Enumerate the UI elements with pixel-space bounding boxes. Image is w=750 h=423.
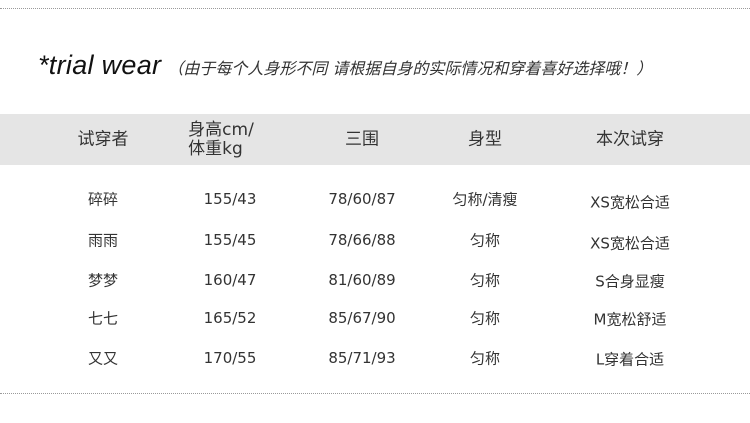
tester-name: 雨雨 [87,231,119,250]
body-type: 匀称 [469,231,501,250]
height-weight: 155/45 [203,231,257,249]
table-header [0,114,750,165]
size-tried: L穿着合适 [595,350,665,369]
size-tried: S合身显瘦 [595,272,665,291]
title-note: （由于每个人身形不同 请根据自身的实际情况和穿着喜好选择哦！） [167,59,653,78]
title-english: *trial wear [38,50,162,80]
top-dotted-divider [0,8,750,9]
measurements: 81/60/89 [328,271,396,289]
header-size-tried: 本次试穿 [596,129,664,150]
measurements: 85/67/90 [328,309,396,327]
body-type: 匀称/清瘦 [452,190,518,209]
body-type: 匀称 [469,349,501,368]
header-body-type: 身型 [468,129,502,150]
height-weight: 170/55 [203,349,257,367]
height-weight: 165/52 [203,309,257,327]
height-weight: 160/47 [203,271,257,289]
header-weight: 体重kg [188,139,243,159]
height-weight: 155/43 [203,190,257,208]
header-height: 身高cm/ [188,120,254,140]
header-height-weight: 身高cm/ 体重kg [188,121,254,159]
section-title: *trial wear （由于每个人身形不同 请根据自身的实际情况和穿着喜好选择哦… [38,50,652,81]
size-tried: M宽松舒适 [593,310,667,329]
tester-name: 梦梦 [87,271,119,290]
measurements: 78/66/88 [328,231,396,249]
measurements: 85/71/93 [328,349,396,367]
tester-name: 七七 [87,309,119,328]
tester-name: 又又 [87,349,119,368]
body-type: 匀称 [469,271,501,290]
header-measurements: 三围 [345,129,379,150]
body-type: 匀称 [469,309,501,328]
measurements: 78/60/87 [328,190,396,208]
header-tester: 试穿者 [77,129,129,150]
size-tried: XS宽松合适 [590,234,670,253]
tester-name: 碎碎 [87,190,119,209]
size-tried: XS宽松合适 [590,193,670,212]
bottom-dotted-divider [0,393,750,394]
